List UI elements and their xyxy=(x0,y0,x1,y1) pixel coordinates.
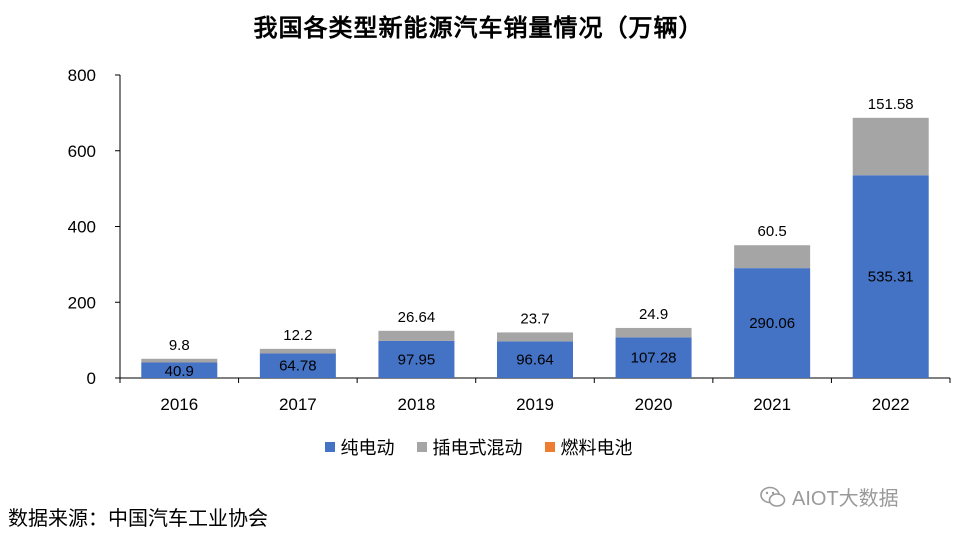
data-label-bev: 97.95 xyxy=(398,351,436,368)
bar-bev xyxy=(734,268,811,378)
data-label-phev: 24.9 xyxy=(639,306,668,323)
bars-layer xyxy=(141,117,929,378)
data-label-phev: 60.5 xyxy=(758,223,787,240)
watermark-text: AIOT大数据 xyxy=(792,488,899,510)
data-label-bev: 64.78 xyxy=(279,358,317,375)
data-label-phev: 26.64 xyxy=(398,309,436,326)
bar-phev xyxy=(852,117,929,176)
y-tick-label: 200 xyxy=(68,293,96,312)
x-tick-label: 2016 xyxy=(160,395,198,414)
watermark: AIOT大数据 xyxy=(760,482,899,511)
legend-label-phev: 插电式混动 xyxy=(432,438,523,459)
bar-bev xyxy=(497,341,573,378)
data-label-bev: 96.64 xyxy=(516,352,554,369)
bar-phev xyxy=(378,330,455,341)
y-tick-label: 400 xyxy=(68,218,96,237)
data-label-bev: 290.06 xyxy=(749,315,795,332)
data-label-bev: 107.28 xyxy=(631,350,677,367)
data-label-phev: 9.8 xyxy=(169,337,190,354)
x-tick-label: 2021 xyxy=(753,395,791,414)
x-tick-label: 2018 xyxy=(398,395,436,414)
chart-title: 我国各类型新能源汽车销量情况（万辆） xyxy=(253,13,704,42)
y-tick-label: 800 xyxy=(68,66,96,85)
legend-item-bev: 纯电动 xyxy=(324,434,395,460)
source-note: 数据来源：中国汽车工业协会 xyxy=(8,506,268,530)
bar-phev xyxy=(615,327,692,338)
x-tick-label: 2017 xyxy=(279,395,317,414)
legend-label-bev: 纯电动 xyxy=(340,438,395,459)
data-label-bev: 535.31 xyxy=(868,269,914,286)
data-label-phev: 12.2 xyxy=(283,327,312,344)
legend: 纯电动 插电式混动 燃料电池 xyxy=(0,434,957,460)
bar-bev xyxy=(852,175,929,378)
x-axis: 2016 2017 2018 2019 2020 2021 2022 xyxy=(119,377,951,414)
bar-bev xyxy=(378,340,455,378)
data-label-phev: 23.7 xyxy=(520,310,549,327)
bar-bev xyxy=(141,362,218,378)
data-label-bev: 40.9 xyxy=(165,363,194,380)
y-axis: 0 200 400 600 800 xyxy=(68,66,121,388)
legend-label-fcev: 燃料电池 xyxy=(560,438,633,459)
x-tick-label: 2022 xyxy=(872,395,910,414)
legend-item-phev: 插电式混动 xyxy=(416,434,523,460)
wechat-icon xyxy=(760,486,786,507)
bar-bev xyxy=(259,353,336,378)
legend-swatch-bev xyxy=(324,442,335,452)
bar-phev xyxy=(259,348,336,354)
legend-item-fcev: 燃料电池 xyxy=(544,434,633,460)
x-tick-label: 2020 xyxy=(635,395,673,414)
x-tick-label: 2019 xyxy=(516,395,554,414)
data-labels-layer: 40.9 9.8 64.78 12.2 97.95 26.64 96.64 23.7 107.2… xyxy=(165,96,914,380)
y-tick-label: 600 xyxy=(68,142,96,161)
legend-swatch-fcev xyxy=(544,442,555,452)
bar-phev xyxy=(497,332,573,342)
bar-bev xyxy=(615,337,692,378)
data-label-phev: 151.58 xyxy=(868,96,914,113)
y-tick-label: 0 xyxy=(87,369,96,388)
legend-swatch-phev xyxy=(416,442,427,452)
bar-phev xyxy=(141,358,218,363)
bar-phev xyxy=(734,245,811,269)
